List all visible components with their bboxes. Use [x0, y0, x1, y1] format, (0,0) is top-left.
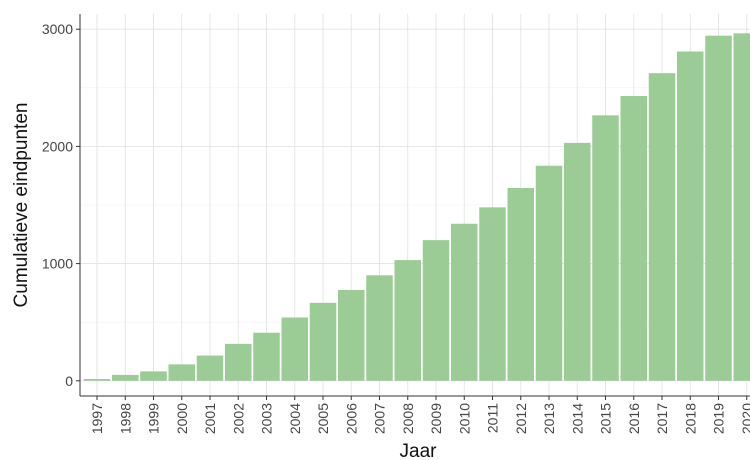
bar-2011: [479, 207, 506, 381]
x-tick-label: 1997: [89, 403, 105, 434]
y-axis-ticks: 0 1000 2000 3000: [42, 21, 80, 389]
y-tick-label: 3000: [42, 21, 73, 37]
x-tick-label: 2002: [230, 403, 246, 434]
x-tick-label: 2016: [626, 403, 642, 434]
bar-2000: [168, 364, 195, 381]
x-tick-label: 2020: [739, 403, 750, 434]
x-tick-label: 2008: [400, 403, 416, 434]
bar-2014: [564, 142, 591, 381]
bar-2015: [592, 115, 619, 381]
x-tick-label: 2009: [428, 403, 444, 434]
y-tick-label: 2000: [42, 138, 73, 154]
bar-2007: [366, 275, 393, 381]
bar-2004: [281, 317, 308, 381]
x-tick-label: 2019: [711, 403, 727, 434]
bar-2020: [733, 33, 750, 381]
bar-1999: [140, 371, 167, 381]
x-tick-label: 2014: [569, 403, 585, 434]
bar-2002: [225, 343, 252, 381]
x-axis-title: Jaar: [400, 441, 438, 460]
x-tick-label: 2000: [174, 403, 190, 434]
x-tick-label: 1998: [117, 403, 133, 434]
bar-2006: [338, 289, 365, 381]
bar-2019: [705, 35, 732, 381]
bar-2010: [451, 223, 478, 381]
x-tick-label: 2018: [682, 403, 698, 434]
x-tick-label: 2012: [513, 403, 529, 434]
bar-2018: [677, 51, 704, 381]
x-tick-label: 2015: [598, 403, 614, 434]
x-tick-label: 2003: [259, 403, 275, 434]
x-tick-label: 2001: [202, 403, 218, 434]
x-tick-label: 2010: [456, 403, 472, 434]
bar-2013: [535, 165, 563, 381]
bars: [83, 33, 750, 381]
bar-2017: [648, 73, 676, 381]
x-tick-label: 2004: [287, 403, 303, 434]
bar-2016: [620, 96, 647, 381]
x-tick-label: 2005: [315, 403, 331, 434]
x-axis-ticks: 1997 1998 1999 2000 2001 2002 2003 2004 2005 2006…: [89, 396, 750, 434]
bar-2003: [253, 332, 280, 381]
y-axis-title: Cumulatieve eindpunten: [11, 103, 32, 308]
x-tick-label: 2013: [541, 403, 557, 434]
y-tick-label: 0: [65, 373, 73, 389]
bar-2005: [309, 302, 337, 381]
x-tick-label: 2017: [654, 403, 670, 434]
x-tick-label: 2006: [343, 403, 359, 434]
x-tick-label: 2011: [485, 403, 501, 433]
bar-2008: [394, 260, 421, 381]
bar-2009: [422, 240, 450, 381]
bar-1997: [83, 379, 111, 381]
y-tick-label: 1000: [42, 256, 73, 272]
x-tick-label: 2007: [372, 403, 388, 434]
bar-2012: [507, 188, 534, 381]
bar-1998: [112, 374, 139, 381]
x-tick-label: 1999: [146, 403, 162, 434]
bar-2001: [196, 355, 224, 381]
